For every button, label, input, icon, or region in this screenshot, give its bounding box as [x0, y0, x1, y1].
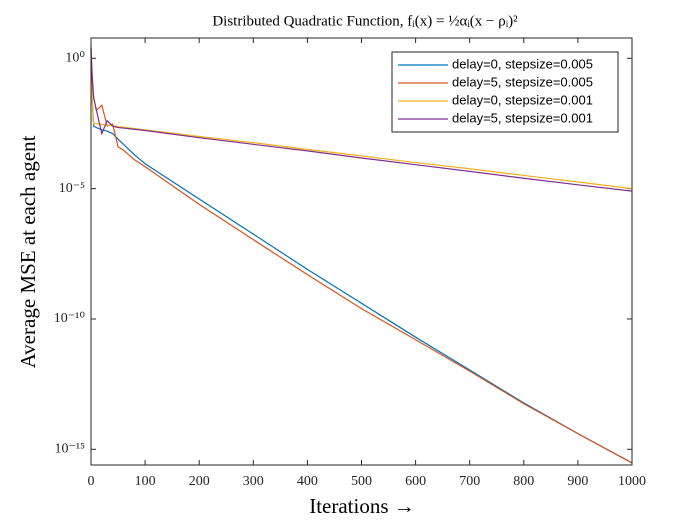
y-tick-label: 10⁻¹⁵ [55, 442, 86, 457]
x-tick-label: 200 [189, 474, 210, 489]
x-tick-label: 800 [513, 474, 534, 489]
data-line [90, 47, 633, 192]
x-axis-label: Iterations → [309, 494, 415, 518]
y-axis-label: Average MSE at each agent [16, 135, 40, 368]
x-tick-label: 700 [459, 474, 480, 489]
x-tick-label: 900 [567, 474, 588, 489]
x-tick-label: 1000 [618, 474, 646, 489]
data-line [90, 50, 633, 464]
chart-title: Distributed Quadratic Function, fᵢ(x) = … [212, 13, 518, 29]
data-line [90, 47, 633, 464]
x-tick-label: 500 [351, 474, 372, 489]
x-tick-label: 600 [405, 474, 426, 489]
x-tick-label: 300 [243, 474, 264, 489]
x-tick-label: 100 [135, 474, 156, 489]
legend-label: delay=5, stepsize=0.001 [452, 110, 593, 125]
data-line [90, 45, 633, 190]
legend-label: delay=5, stepsize=0.005 [452, 74, 593, 89]
legend-label: delay=0, stepsize=0.001 [452, 92, 593, 107]
y-tick-label: 10⁻⁵ [59, 181, 85, 196]
x-tick-label: 400 [297, 474, 318, 489]
plot-frame [90, 37, 633, 466]
legend-label: delay=0, stepsize=0.005 [452, 56, 593, 71]
y-tick-label: 10⁻¹⁰ [54, 311, 86, 326]
y-tick-label: 10⁰ [65, 51, 85, 66]
x-tick-label: 0 [88, 474, 95, 489]
